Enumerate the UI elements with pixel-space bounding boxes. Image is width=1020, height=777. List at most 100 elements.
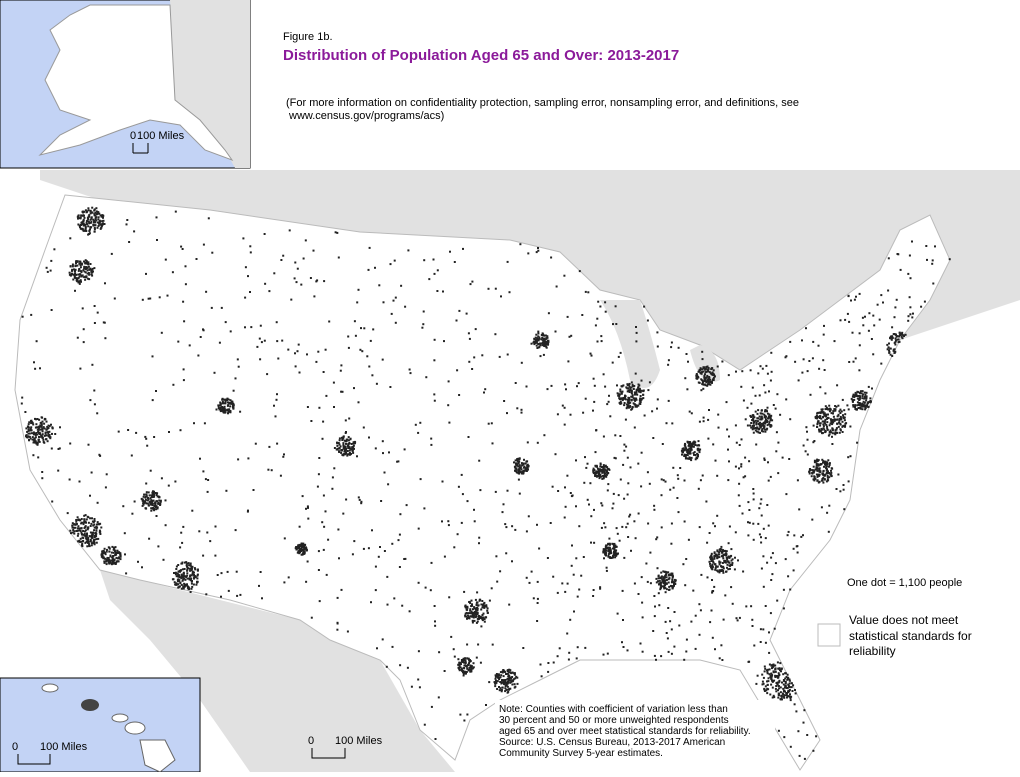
dot — [616, 552, 619, 555]
dot — [501, 670, 504, 673]
dot — [236, 358, 239, 361]
dot — [302, 548, 305, 551]
dot — [543, 334, 546, 337]
dot — [340, 588, 343, 591]
dot — [820, 506, 823, 509]
dot — [59, 426, 61, 429]
dot — [855, 395, 858, 397]
dot — [409, 372, 412, 375]
dot — [645, 562, 648, 565]
dot — [738, 504, 741, 507]
dot — [837, 414, 840, 417]
dot — [538, 336, 541, 339]
dot — [97, 218, 100, 221]
dot — [631, 407, 634, 410]
dot — [671, 575, 674, 578]
dot — [808, 360, 811, 362]
dot — [604, 465, 607, 468]
dot — [826, 479, 829, 481]
dot — [616, 612, 619, 615]
dot — [182, 574, 185, 577]
dot — [655, 538, 658, 541]
dot — [594, 473, 597, 476]
dot — [771, 666, 774, 669]
dot — [695, 374, 698, 377]
dot — [592, 377, 595, 380]
dot — [619, 435, 622, 437]
dot — [855, 408, 858, 411]
dot — [205, 593, 208, 596]
dot — [767, 479, 770, 482]
dot — [79, 367, 82, 370]
dot — [766, 561, 769, 564]
dot — [158, 296, 161, 299]
dot — [851, 400, 854, 403]
dot — [506, 669, 509, 672]
dot — [615, 545, 618, 548]
dot — [463, 719, 466, 722]
dot — [677, 346, 680, 349]
dot — [664, 480, 667, 483]
dot — [184, 561, 186, 564]
dot — [283, 581, 286, 584]
dot — [372, 328, 375, 331]
dot — [145, 482, 148, 485]
dot — [78, 281, 81, 283]
dot — [794, 692, 797, 695]
dot — [630, 390, 633, 392]
dot — [841, 425, 844, 428]
dot — [80, 280, 82, 283]
dot — [711, 566, 714, 568]
dot — [368, 246, 371, 249]
dot — [768, 421, 771, 424]
dot — [849, 425, 852, 428]
dot — [773, 627, 776, 630]
dot — [388, 451, 390, 454]
dot — [33, 432, 36, 435]
dot — [259, 324, 262, 327]
dot — [611, 361, 614, 364]
dot — [84, 535, 87, 538]
dot — [563, 423, 566, 426]
dot — [570, 564, 573, 567]
dot — [858, 402, 861, 404]
dot — [151, 491, 154, 494]
dot — [322, 420, 325, 423]
dot — [681, 450, 684, 453]
dot — [816, 464, 819, 467]
dot — [83, 518, 86, 521]
dot — [637, 386, 640, 389]
dot — [671, 580, 674, 583]
dot — [788, 679, 791, 682]
dot — [350, 452, 352, 455]
dot — [616, 384, 618, 387]
dot — [687, 457, 690, 460]
dot — [351, 449, 354, 452]
dot — [911, 316, 914, 319]
dot — [714, 568, 717, 571]
dot — [81, 228, 84, 231]
dot — [353, 440, 356, 443]
dot — [788, 682, 791, 685]
dot — [769, 475, 772, 478]
dot — [872, 314, 875, 317]
dot — [830, 419, 833, 422]
dot — [839, 412, 842, 414]
dot — [707, 437, 710, 440]
dot — [847, 294, 850, 297]
dot — [868, 400, 871, 403]
dot — [503, 400, 506, 402]
dot — [496, 580, 499, 583]
dot — [459, 666, 462, 669]
dot — [485, 605, 488, 608]
dot — [397, 539, 400, 542]
dot — [564, 590, 567, 593]
dot — [90, 544, 93, 547]
dot — [482, 604, 484, 607]
dot — [86, 515, 89, 518]
dot — [93, 520, 96, 522]
dot — [419, 421, 422, 424]
dot — [824, 422, 827, 425]
dot — [85, 230, 88, 232]
dot — [185, 576, 188, 579]
